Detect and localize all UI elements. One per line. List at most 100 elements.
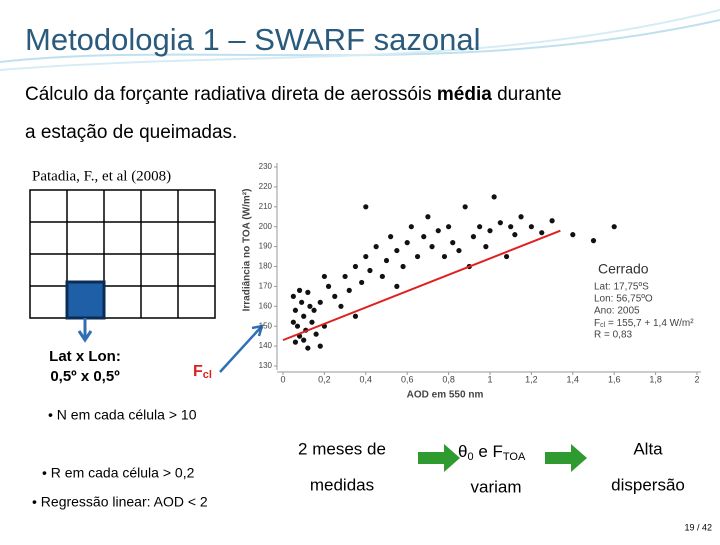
point — [292, 307, 299, 313]
point — [394, 283, 400, 289]
point — [301, 313, 307, 319]
flux: F — [193, 363, 203, 380]
point — [290, 293, 296, 299]
flow-text: variam — [470, 477, 521, 496]
point — [299, 299, 305, 305]
point — [456, 247, 462, 254]
annotation: Lon: 56,75ºO — [594, 294, 653, 305]
point — [394, 247, 400, 254]
point — [321, 273, 327, 280]
point — [462, 204, 468, 210]
cell-label: 0,5º x 0,5º — [50, 368, 120, 385]
flow-part: e F — [474, 442, 503, 461]
point — [325, 283, 332, 289]
point — [487, 228, 493, 234]
point — [313, 331, 319, 337]
y-tick-label: 140 — [259, 341, 273, 350]
fit-sub: cl — [600, 322, 606, 329]
y-tick-label: 130 — [259, 361, 273, 370]
y-tick-label: 200 — [259, 222, 273, 231]
point — [429, 244, 435, 250]
x-tick-label: 1,2 — [525, 374, 538, 384]
point — [518, 214, 524, 220]
y-tick-label: 210 — [259, 202, 273, 211]
decoration — [0, 9, 720, 71]
point — [373, 244, 379, 250]
point — [446, 224, 452, 230]
x-tick-label: 1,4 — [567, 374, 580, 384]
flow-text: Alta — [633, 439, 663, 458]
point — [294, 323, 301, 329]
x-tick-label: 0,8 — [442, 374, 455, 384]
bullet: • R em cada célula > 0,2 — [42, 465, 195, 481]
intro: Cálculo da forçante radiativa direta de … — [25, 84, 562, 105]
point — [404, 240, 410, 246]
x-tick-label: 1 — [487, 374, 492, 384]
annotation-title: Cerrado — [598, 261, 649, 277]
point — [309, 319, 315, 325]
point — [570, 232, 576, 238]
point — [332, 293, 338, 299]
flow-text: 2 meses de — [298, 439, 386, 458]
y-tick-label: 230 — [259, 162, 273, 171]
fit-part: F — [594, 318, 600, 329]
bullet: • N em cada célula > 10 — [48, 407, 197, 423]
y-tick-label: 160 — [259, 301, 273, 310]
point — [483, 244, 489, 250]
point — [317, 343, 323, 349]
cell-label: Lat x Lon: — [49, 348, 121, 365]
point — [441, 253, 448, 260]
point — [352, 313, 359, 319]
flux-label: Fcl — [193, 363, 212, 381]
point — [292, 339, 299, 345]
theta: θ — [458, 442, 467, 461]
point — [342, 273, 348, 280]
point — [450, 240, 456, 246]
point — [435, 228, 441, 234]
point — [421, 234, 427, 240]
point — [539, 230, 545, 236]
regression-line — [282, 229, 561, 342]
point — [307, 303, 313, 309]
flow-arrow — [418, 444, 460, 472]
point — [305, 289, 311, 295]
point — [359, 279, 365, 286]
y-tick-label: 170 — [259, 282, 273, 291]
flow-text: dispersão — [611, 475, 685, 494]
intro-text: durante — [492, 84, 562, 105]
intro-line2: a estação de queimadas. — [25, 122, 237, 143]
point — [400, 263, 406, 270]
point — [470, 234, 477, 240]
point — [508, 224, 514, 230]
x-axis-label: AOD em 550 nm — [407, 390, 484, 401]
sub: 0 — [467, 451, 473, 463]
citation: Patadia, F., et al (2008) — [32, 168, 171, 184]
x-tick-label: 2 — [694, 374, 699, 384]
point — [305, 345, 311, 351]
point — [338, 303, 344, 309]
page-number: 19 / 42 — [684, 522, 712, 532]
point — [590, 238, 597, 244]
point — [296, 287, 303, 293]
cell-grid — [29, 189, 216, 319]
y-tick-label: 150 — [259, 321, 273, 330]
annotation: R = 0,83 — [594, 330, 633, 341]
flow-text: θ0 e FTOA — [458, 442, 526, 462]
point — [549, 218, 555, 224]
point — [383, 257, 390, 264]
x-tick-label: 0 — [280, 374, 285, 384]
bullet: • Regressão linear: AOD < 2 — [32, 494, 208, 510]
flow-arrow — [545, 444, 587, 472]
flux-sub: cl — [203, 369, 212, 381]
point — [512, 232, 518, 238]
point — [379, 273, 385, 280]
x-tick-label: 0,2 — [318, 374, 331, 384]
point — [408, 224, 414, 230]
intro-bold: média — [437, 84, 492, 105]
annotation-fit: Fcl = 155,7 + 1,4 W/m² — [594, 318, 694, 329]
x-tick-label: 1,8 — [649, 374, 662, 384]
point — [346, 287, 352, 293]
point — [503, 253, 510, 260]
arrow — [219, 324, 264, 373]
